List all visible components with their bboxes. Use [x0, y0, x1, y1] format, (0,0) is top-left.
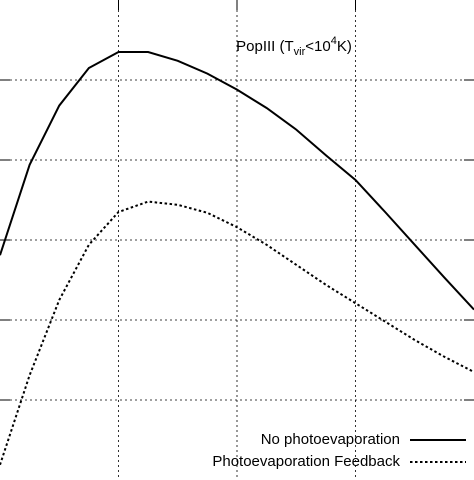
annotation-sup: 4 [331, 35, 337, 47]
annotation-part: PopIII (T [236, 38, 294, 55]
annotation-part: <10 [305, 38, 330, 55]
series-line [0, 51, 474, 311]
legend-label: No photoevaporation [261, 431, 400, 448]
annotation-part: K) [337, 38, 352, 55]
legend-label: Photoevaporation Feedback [212, 453, 400, 470]
annotation: PopIII (Tvir<104K) [236, 35, 352, 58]
annotation-sub: vir [294, 46, 306, 58]
series-line [0, 200, 474, 466]
